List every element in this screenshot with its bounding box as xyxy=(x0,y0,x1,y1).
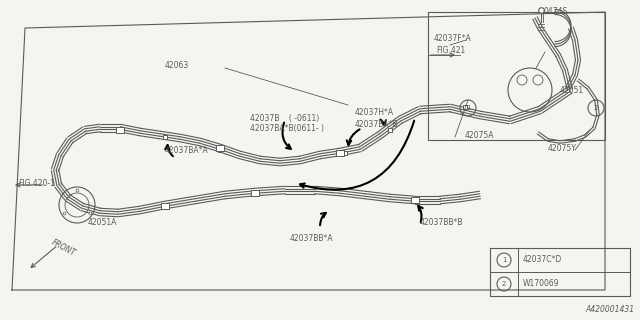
Text: FIG.420-1: FIG.420-1 xyxy=(18,179,55,188)
Bar xyxy=(336,150,344,156)
Text: FRONT: FRONT xyxy=(50,238,77,258)
Text: 42075A: 42075A xyxy=(465,131,495,140)
Text: 42037BA*B: 42037BA*B xyxy=(355,119,399,129)
Bar xyxy=(216,145,224,151)
Text: 42037BB*A: 42037BB*A xyxy=(290,234,333,243)
Text: 1: 1 xyxy=(466,105,470,111)
Bar xyxy=(411,197,419,203)
Bar xyxy=(116,127,124,133)
Text: 42037H*A: 42037H*A xyxy=(355,108,394,116)
Text: 2: 2 xyxy=(594,105,598,111)
Text: W170069: W170069 xyxy=(523,279,559,289)
Bar xyxy=(161,203,169,209)
Text: 42051A: 42051A xyxy=(88,218,117,227)
Text: 42063: 42063 xyxy=(165,60,189,69)
Text: 42037C*D: 42037C*D xyxy=(523,255,563,265)
Text: 1: 1 xyxy=(502,257,506,263)
Text: 42037BA*A: 42037BA*A xyxy=(165,146,209,155)
Text: FIG.421: FIG.421 xyxy=(436,45,465,54)
Text: 2: 2 xyxy=(502,281,506,287)
Text: 42075Y: 42075Y xyxy=(548,143,577,153)
Text: 42051: 42051 xyxy=(560,85,584,94)
Text: 42037BB*B: 42037BB*B xyxy=(420,218,463,227)
Text: 0474S: 0474S xyxy=(544,7,568,16)
Text: 42037B    ( -0611): 42037B ( -0611) xyxy=(250,114,319,123)
Text: 42037BA*B(0611- ): 42037BA*B(0611- ) xyxy=(250,124,324,132)
Text: 42037F*A: 42037F*A xyxy=(434,34,472,43)
Text: A420001431: A420001431 xyxy=(586,305,635,314)
Bar xyxy=(251,190,259,196)
